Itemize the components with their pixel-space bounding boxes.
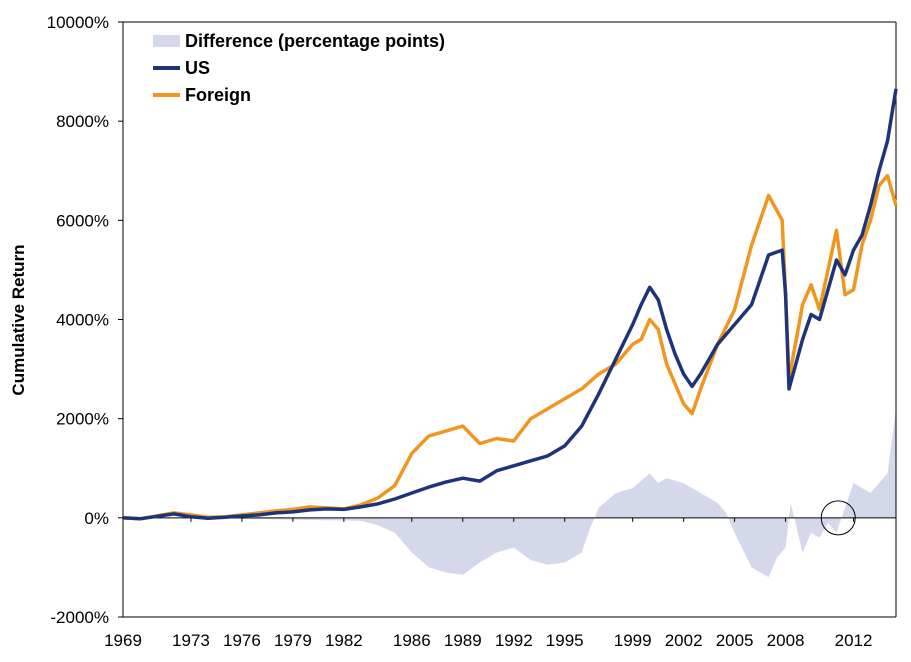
x-tick-labels: 1969 1973 1976 1979 1982 1986 1989 1992 1995 1999… [104,517,873,650]
x-tick-label: 1986 [393,631,431,650]
y-tick-label: 6000% [56,211,109,230]
x-tick-label: 2012 [835,631,873,650]
legend-label-us: US [185,58,210,78]
annotation-circle [820,500,856,536]
difference-area [123,408,896,578]
y-axis-title: Cumulative Return [9,244,28,395]
y-tick-label: 2000% [56,410,109,429]
legend: Difference (percentage points) US Foreign [153,31,445,105]
y-tick-labels: 10000% 8000% 6000% 4000% 2000% 0% -2000% [47,13,123,627]
x-tick-label: 1976 [223,631,261,650]
x-tick-label: 2005 [716,631,754,650]
legend-swatch-difference-percentage-points- [153,35,180,47]
x-tick-label: 1989 [444,631,482,650]
x-tick-label: 1979 [274,631,312,650]
y-tick-label: -2000% [50,608,109,627]
legend-label-foreign: Foreign [185,85,251,105]
x-tick-label: 1969 [104,631,142,650]
series-line-us [122,88,898,521]
difference-area-layer [123,408,896,578]
x-tick-label: 2002 [665,631,703,650]
x-tick-label: 1973 [172,631,210,650]
y-tick-label: 0% [84,509,109,528]
x-tick-label: 1982 [325,631,363,650]
x-tick-label: 1995 [546,631,584,650]
y-tick-label: 4000% [56,311,109,330]
x-tick-label: 1999 [614,631,652,650]
x-tick-label: 2008 [767,631,805,650]
annotation-layer [820,500,856,536]
x-tick-label: 1992 [495,631,533,650]
y-tick-label: 10000% [47,13,109,32]
legend-label-difference-percentage-points-: Difference (percentage points) [185,31,445,51]
y-tick-label: 8000% [56,112,109,131]
series-line-foreign [122,173,898,521]
series-layer [122,88,898,521]
